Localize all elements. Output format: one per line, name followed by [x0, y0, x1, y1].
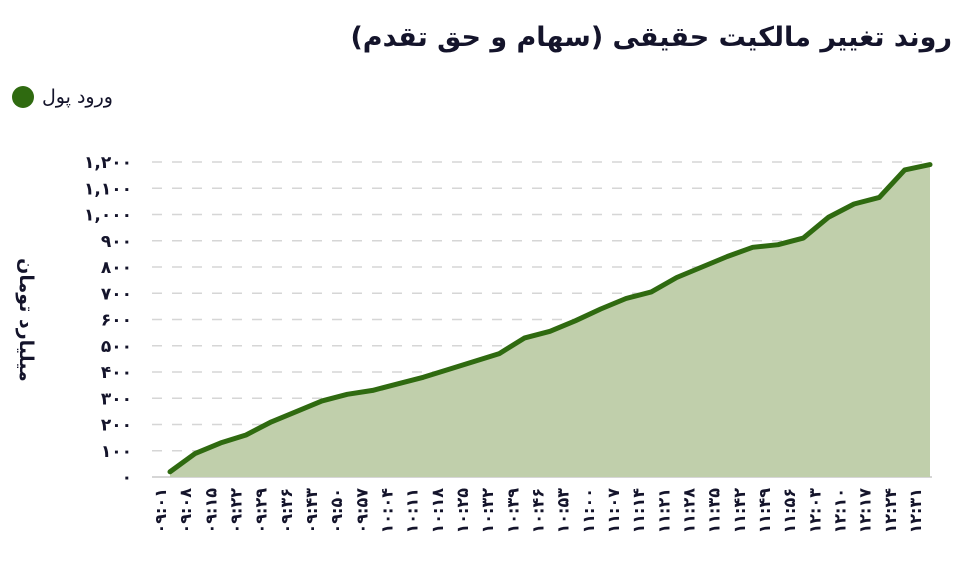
x-tick-label: ۰۹:۳۶	[277, 488, 296, 533]
x-tick-label: ۰۹:۰۸	[176, 488, 195, 534]
x-tick-label: ۱۰:۲۵	[453, 488, 472, 534]
x-tick-label: ۱۱:۳۵	[705, 488, 724, 534]
y-tick-label: ۱,۲۰۰	[84, 153, 132, 173]
x-tick-label: ۱۱:۴۹	[755, 488, 774, 534]
legend-dot-icon	[12, 86, 34, 108]
x-tick-label: ۱۰:۵۳	[554, 488, 573, 534]
y-tick-label: ۱,۰۰۰	[84, 206, 132, 226]
x-tick-label: ۰۹:۱۵	[201, 488, 220, 534]
x-tick-label: ۱۱:۰۰	[579, 488, 598, 533]
x-tick-label: ۱۲:۲۴	[881, 488, 900, 534]
x-tick-label: ۱۱:۴۲	[730, 488, 749, 534]
x-tick-label: ۱۰:۳۲	[478, 488, 497, 534]
x-tick-label: ۱۲:۳۱	[906, 488, 925, 533]
y-tick-label: ۲۰۰	[101, 416, 132, 436]
y-tick-label: ۱,۱۰۰	[84, 179, 132, 199]
x-tick-label: ۱۰:۱۱	[403, 488, 422, 533]
x-tick-label: ۰۹:۰۱	[151, 488, 170, 533]
y-tick-label: ۷۰۰	[101, 284, 132, 304]
x-tick-label: ۰۹:۵۷	[352, 488, 371, 534]
y-tick-label: ۶۰۰	[101, 311, 132, 331]
y-tick-label: ۹۰۰	[101, 232, 132, 252]
legend-label: ورود پول	[42, 86, 113, 108]
legend: ورود پول	[12, 86, 113, 108]
x-tick-label: ۰۹:۴۳	[302, 488, 321, 534]
x-tick-label: ۰۹:۲۹	[252, 488, 271, 534]
x-tick-label: ۱۰:۴۶	[529, 488, 548, 533]
x-tick-label: ۱۱:۰۷	[604, 488, 623, 534]
x-tick-label: ۱۲:۱۷	[856, 488, 875, 534]
x-tick-label: ۰۹:۵۰	[327, 488, 346, 533]
x-tick-label: ۱۲:۰۳	[805, 488, 824, 534]
x-tick-label: ۱۱:۲۸	[680, 488, 699, 534]
y-tick-label: ۰	[122, 468, 132, 488]
series-line	[167, 162, 933, 475]
x-tick-label: ۱۰:۰۴	[378, 488, 397, 534]
chart-title: روند تغییر مالکیت حقیقی (سهام و حق تقدم)	[350, 22, 952, 53]
y-tick-label: ۱۰۰	[101, 442, 132, 462]
y-tick-label: ۴۰۰	[101, 363, 132, 383]
x-tick-label: ۰۹:۲۲	[227, 488, 246, 534]
y-tick-label: ۳۰۰	[101, 389, 132, 409]
x-tick-label: ۱۱:۲۱	[654, 488, 673, 533]
y-tick-label: ۸۰۰	[101, 258, 132, 278]
x-tick-label: ۱۰:۱۸	[428, 488, 447, 534]
x-tick-label: ۱۲:۱۰	[831, 488, 850, 533]
x-tick-label: ۱۱:۱۴	[629, 488, 648, 534]
area-fill	[170, 164, 930, 477]
y-tick-label: ۵۰۰	[101, 337, 132, 357]
x-tick-label: ۱۰:۳۹	[503, 488, 522, 534]
x-tick-label: ۱۱:۵۶	[780, 488, 799, 533]
